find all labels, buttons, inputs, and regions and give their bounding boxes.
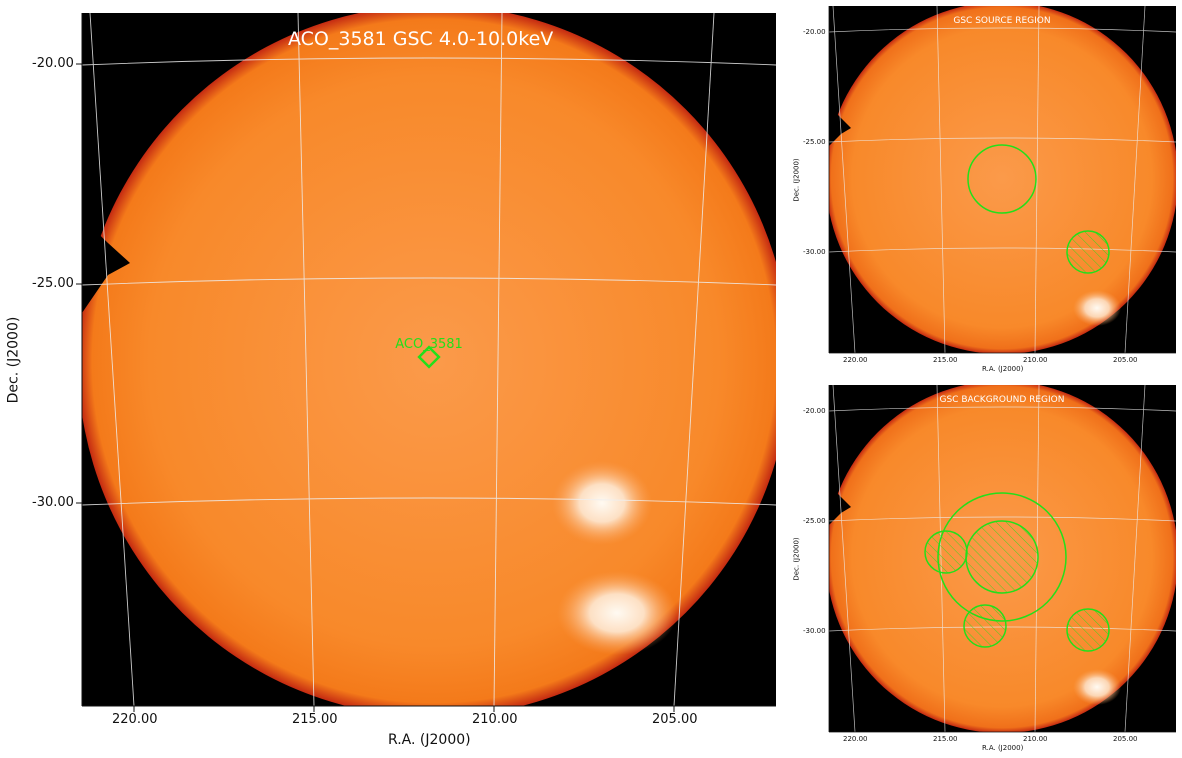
source-xtick-2: 215.00: [933, 356, 958, 364]
main-xtick-2: 215.00: [292, 712, 338, 727]
background-exclusion-right: [1066, 608, 1110, 652]
source-sky-map: GSC SOURCE REGION: [826, 2, 1178, 354]
background-panel-title: GSC BACKGROUND REGION: [940, 395, 1065, 405]
excluded-source-circle: [1066, 230, 1110, 274]
main-image-panel: ACO_3581: [78, 5, 790, 717]
source-ytick-3: -30.00: [803, 248, 826, 256]
source-xtick-3: 210.00: [1023, 356, 1048, 364]
main-ylabel: Dec. (J2000): [5, 316, 22, 404]
background-ytick-2: -25.00: [803, 517, 826, 525]
background-exclusion-left: [924, 530, 968, 574]
source-region-panel: GSC SOURCE REGION: [826, 2, 1178, 354]
main-ytick-3: -30.00: [32, 495, 74, 510]
main-xtick-3: 210.00: [472, 712, 518, 727]
main-ytick-1: -20.00: [32, 56, 74, 71]
background-xtick-2: 215.00: [933, 735, 958, 743]
background-region-panel: GSC BACKGROUND REGION: [826, 381, 1178, 733]
source-ytick-2: -25.00: [803, 138, 826, 146]
background-xtick-4: 205.00: [1113, 735, 1138, 743]
background-exclusion-lower: [963, 604, 1007, 648]
source-ylabel: Dec. (J2000): [792, 158, 801, 202]
background-xtick-3: 210.00: [1023, 735, 1048, 743]
source-ytick-1: -20.00: [803, 28, 826, 36]
bright-source-2: [557, 571, 677, 655]
background-ytick-1: -20.00: [803, 407, 826, 415]
background-exclusion-center: [965, 520, 1039, 594]
source-xtick-4: 205.00: [1113, 356, 1138, 364]
background-xtick-1: 220.00: [843, 735, 868, 743]
source-region-circle: [967, 144, 1037, 214]
background-sky-map: GSC BACKGROUND REGION: [826, 381, 1178, 733]
aco-3581-marker: [417, 345, 441, 369]
bright-source-1: [552, 461, 652, 545]
main-xlabel: R.A. (J2000): [388, 732, 471, 748]
background-xlabel: R.A. (J2000): [982, 744, 1024, 752]
main-xtick-4: 205.00: [652, 712, 698, 727]
background-ytick-3: -30.00: [803, 627, 826, 635]
main-ytick-2: -25.00: [32, 276, 74, 291]
source-panel-title: GSC SOURCE REGION: [953, 16, 1050, 26]
aco-3581-label: ACO_3581: [395, 337, 463, 352]
main-xtick-1: 220.00: [112, 712, 158, 727]
main-sky-map: ACO_3581: [78, 5, 790, 717]
source-xtick-1: 220.00: [843, 356, 868, 364]
background-ylabel: Dec. (J2000): [792, 537, 801, 581]
main-title: ACO_3581 GSC 4.0-10.0keV: [288, 28, 554, 50]
coordinate-grid: [81, 12, 777, 707]
source-xlabel: R.A. (J2000): [982, 365, 1024, 373]
